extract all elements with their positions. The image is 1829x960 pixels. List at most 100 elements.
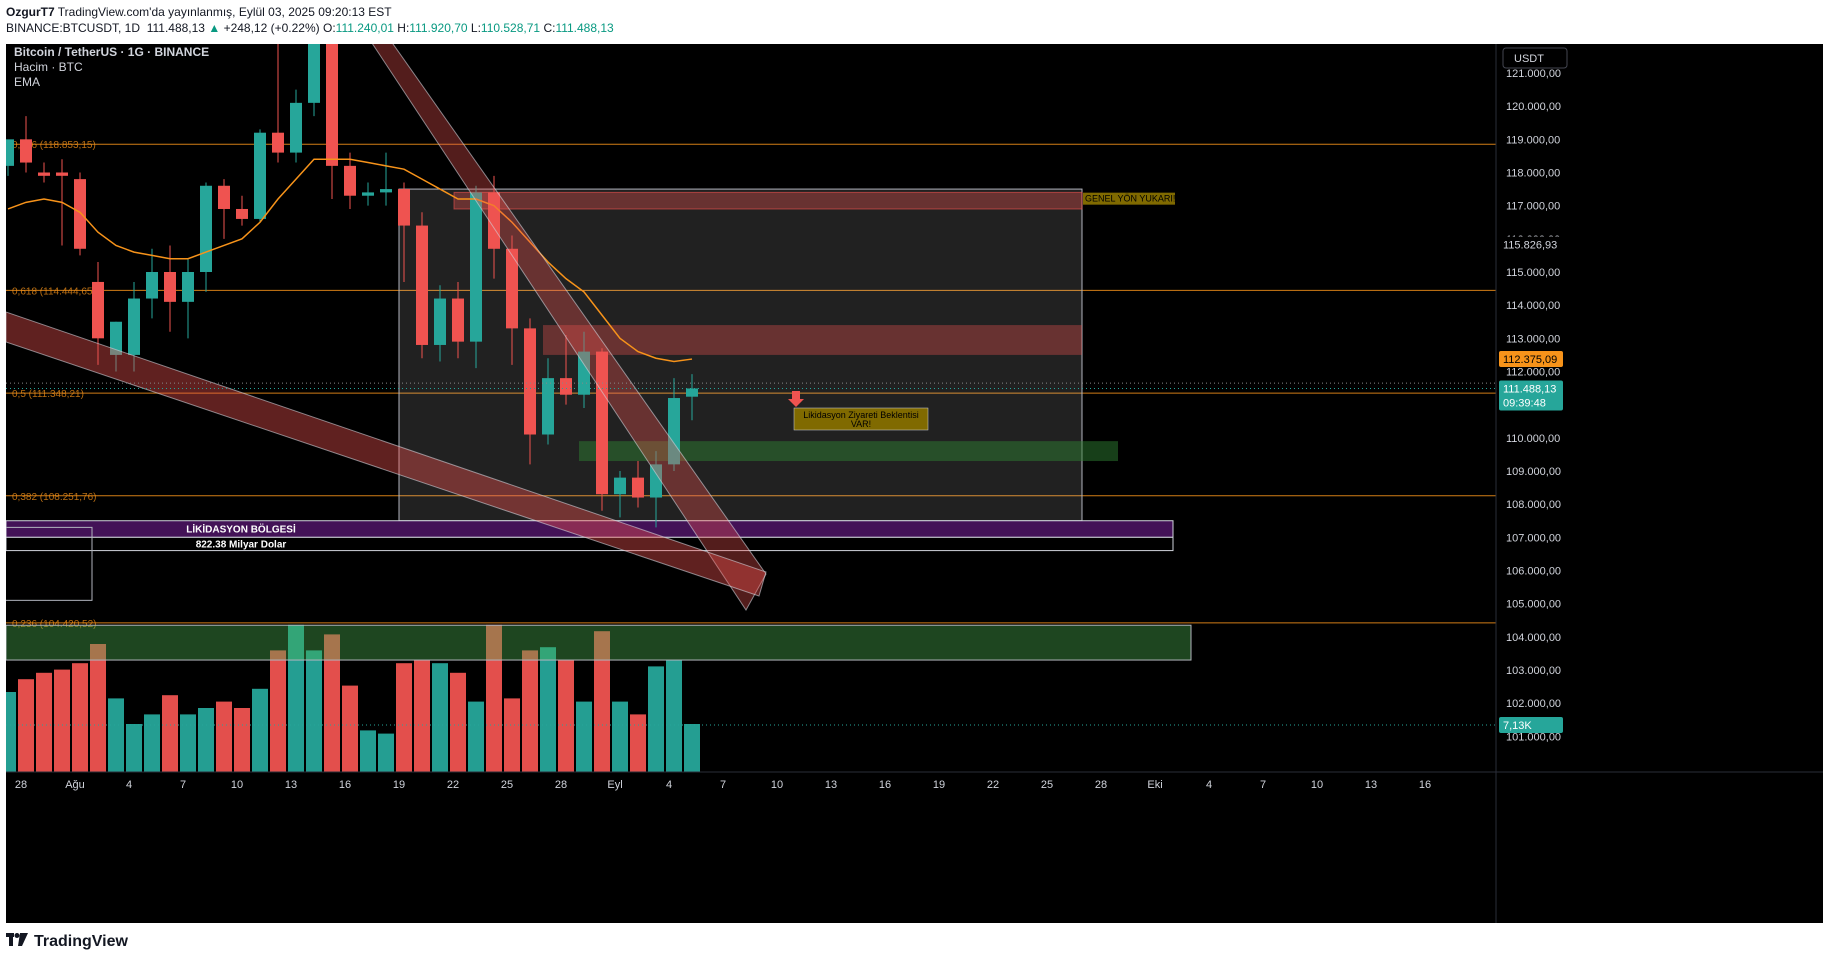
volume-bar[interactable]	[432, 663, 448, 772]
volume-bar[interactable]	[612, 701, 628, 772]
volume-bar[interactable]	[144, 714, 160, 772]
volume-bar[interactable]	[108, 698, 124, 772]
range-box[interactable]	[398, 188, 1083, 522]
candle-body[interactable]	[128, 298, 140, 355]
chart-area[interactable]: 0,786 (118.853,15) 0,618 (114.444,65) 0,5 …	[0, 0, 1823, 923]
liquidation-amount-box[interactable]	[5, 536, 1174, 552]
volume-bar[interactable]	[270, 650, 286, 772]
volume-tag: 7,13K	[1503, 720, 1532, 732]
candle-body[interactable]	[254, 132, 266, 219]
candle-body[interactable]	[146, 271, 158, 299]
volume-bar[interactable]	[72, 663, 88, 772]
volume-bar[interactable]	[630, 714, 646, 772]
candle-body[interactable]	[506, 248, 518, 329]
candle-body[interactable]	[362, 192, 374, 196]
volume-bar[interactable]	[90, 644, 106, 772]
volume-bar[interactable]	[180, 714, 196, 772]
candle-body[interactable]	[2, 139, 14, 166]
candle-body[interactable]	[560, 378, 572, 395]
candle-body[interactable]	[650, 464, 662, 498]
candle-body[interactable]	[38, 172, 50, 176]
volume-bar[interactable]	[36, 672, 52, 772]
volume-bar[interactable]	[234, 708, 250, 772]
time-tick-label: 16	[879, 779, 891, 791]
candle-body[interactable]	[398, 189, 410, 226]
volume-bar[interactable]	[540, 647, 556, 772]
candle-body[interactable]	[290, 102, 302, 153]
volume-bar[interactable]	[450, 672, 466, 772]
volume-bar[interactable]	[18, 679, 34, 772]
tradingview-brand: TradingView	[34, 933, 128, 950]
candle-body[interactable]	[182, 271, 194, 302]
volume-bar[interactable]	[252, 688, 268, 772]
descending-channel-lower[interactable]	[5, 311, 767, 597]
volume-bar[interactable]	[54, 669, 70, 772]
volume-bar[interactable]	[324, 634, 340, 772]
legend-volume[interactable]: Hacim · BTC	[14, 60, 83, 74]
demand-zone[interactable]	[5, 624, 1192, 661]
candle-body[interactable]	[632, 477, 644, 498]
price-chart-svg[interactable]: 0,786 (118.853,15) 0,618 (114.444,65) 0,5 …	[0, 0, 1823, 923]
candle-body[interactable]	[110, 321, 122, 355]
volume-bar[interactable]	[126, 724, 142, 772]
volume-bar[interactable]	[396, 663, 412, 772]
volume-bar[interactable]	[576, 701, 592, 772]
legend-title[interactable]: Bitcoin / TetherUS · 1G · BINANCE	[14, 45, 209, 59]
time-tick-label: 4	[666, 779, 672, 791]
candle-body[interactable]	[452, 298, 464, 342]
candle-body[interactable]	[524, 328, 536, 435]
candle-body[interactable]	[218, 185, 230, 209]
ema-line[interactable]	[7, 158, 693, 363]
volume-bar[interactable]	[378, 733, 394, 772]
candle-body[interactable]	[164, 271, 176, 302]
candle-body[interactable]	[92, 281, 104, 339]
candle-body[interactable]	[488, 192, 500, 249]
volume-bar[interactable]	[216, 701, 232, 772]
volume-bar[interactable]	[558, 660, 574, 772]
level-tag-box	[1499, 236, 1563, 253]
candle-body[interactable]	[434, 298, 446, 345]
publisher-name[interactable]: OzgurT7	[6, 5, 55, 19]
resistance-zone-top[interactable]	[453, 191, 1083, 210]
candle-body[interactable]	[686, 388, 698, 397]
candle-body[interactable]	[470, 192, 482, 342]
liquidation-callout-box[interactable]	[793, 407, 929, 431]
volume-bar[interactable]	[684, 724, 700, 772]
tradingview-logo[interactable]: TradingView	[6, 933, 128, 951]
volume-bar[interactable]	[504, 698, 520, 772]
candle-body[interactable]	[308, 0, 320, 103]
candle-body[interactable]	[20, 139, 32, 163]
candle-body[interactable]	[326, 0, 338, 166]
volume-bar[interactable]	[522, 650, 538, 772]
candle-body[interactable]	[56, 172, 68, 176]
legend-ema[interactable]: EMA	[14, 75, 40, 89]
resistance-zone-mid[interactable]	[543, 325, 1082, 355]
candle-body[interactable]	[416, 225, 428, 345]
volume-bar[interactable]	[666, 660, 682, 772]
currency-button[interactable]	[1502, 47, 1568, 69]
last-price-tag-box	[1499, 380, 1563, 411]
volume-bar[interactable]	[468, 701, 484, 772]
candle-body[interactable]	[74, 179, 86, 249]
volume-bar[interactable]	[288, 624, 304, 772]
candle-body[interactable]	[344, 165, 356, 196]
volume-bar[interactable]	[360, 730, 376, 772]
candle-body[interactable]	[614, 477, 626, 495]
support-zone[interactable]	[579, 441, 1118, 462]
volume-bar[interactable]	[306, 650, 322, 772]
volume-bar[interactable]	[198, 708, 214, 772]
volume-bar[interactable]	[414, 660, 430, 772]
volume-bar[interactable]	[486, 624, 502, 772]
volume-bar[interactable]	[648, 666, 664, 772]
volume-bar[interactable]	[342, 685, 358, 772]
candle-body[interactable]	[578, 351, 590, 395]
candle-body[interactable]	[272, 132, 284, 153]
volume-bar[interactable]	[162, 695, 178, 772]
volume-bar[interactable]	[0, 692, 16, 772]
candle-body[interactable]	[380, 189, 392, 193]
time-tick-label: Ağu	[65, 779, 85, 791]
volume-bar[interactable]	[594, 631, 610, 772]
candle-body[interactable]	[200, 185, 212, 272]
candle-body[interactable]	[236, 208, 248, 219]
candle-body[interactable]	[542, 378, 554, 435]
